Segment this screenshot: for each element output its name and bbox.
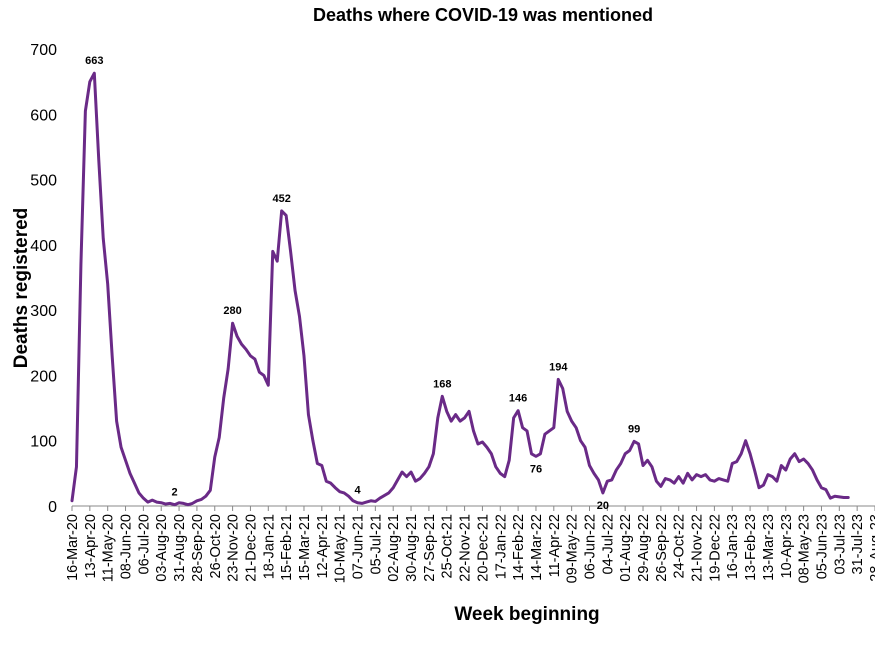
y-tick-label: 600 [30, 107, 57, 124]
y-tick-label: 0 [48, 499, 57, 516]
series-line [70, 71, 850, 507]
x-tick-label: 02-Aug-21 [386, 514, 402, 582]
data-label: 280 [223, 305, 241, 317]
data-label: 99 [628, 423, 640, 435]
x-tick-label: 01-Aug-22 [618, 514, 634, 582]
data-label: 452 [272, 193, 290, 205]
x-tick-label: 08-May-23 [797, 514, 813, 583]
x-tick-label: 08-Jun-20 [119, 514, 135, 579]
x-axis-title: Week beginning [454, 604, 599, 625]
x-tick-label: 10-Apr-23 [779, 514, 795, 578]
x-tick-label: 26-Sep-22 [654, 514, 670, 582]
x-tick-label: 11-May-20 [101, 514, 117, 582]
data-label: 4 [354, 485, 361, 497]
y-tick-label: 400 [30, 238, 57, 255]
x-tick-label: 18-Jan-21 [261, 514, 277, 579]
x-tick-label: 17-Jan-22 [493, 514, 509, 579]
x-tick-label: 19-Dec-22 [707, 514, 723, 582]
x-tick-label: 12-Apr-21 [315, 514, 331, 578]
x-tick-label: 13-Mar-23 [761, 514, 777, 581]
data-label: 2 [172, 487, 178, 499]
x-tick-label: 20-Dec-21 [475, 514, 491, 582]
x-tick-label: 13-Feb-23 [743, 514, 759, 581]
x-tick-label: 26-Oct-20 [208, 514, 224, 578]
x-tick-label: 04-Jul-22 [600, 514, 616, 574]
x-tick-label: 21-Nov-22 [690, 514, 706, 582]
data-label: 194 [549, 361, 568, 373]
x-tick-label: 31-Aug-20 [172, 514, 188, 582]
y-axis: 0 100 200 300 400 500 600 700 [30, 42, 57, 516]
x-tick-label: 11-Apr-22 [547, 514, 563, 577]
data-label: 20 [597, 500, 609, 512]
x-tick-label: 28-Aug-23 [868, 514, 875, 582]
x-tick-label: 03-Jul-23 [832, 514, 848, 574]
x-axis: 16-Mar-20 13-Apr-20 11-May-20 08-Jun-20 06-J… [65, 505, 875, 583]
x-tick-label: 09-May-22 [565, 514, 581, 583]
x-tick-label: 30-Aug-21 [404, 514, 420, 582]
x-tick-label: 29-Aug-22 [636, 514, 652, 582]
data-label: 76 [530, 463, 542, 475]
y-tick-label: 300 [30, 303, 57, 320]
x-tick-label: 05-Jul-21 [368, 514, 384, 574]
x-tick-label: 21-Dec-20 [243, 514, 259, 582]
y-tick-label: 200 [30, 368, 57, 385]
y-tick-label: 100 [30, 434, 57, 451]
y-axis-title: Deaths registered [11, 208, 32, 369]
x-tick-label: 15-Feb-21 [279, 514, 295, 581]
x-tick-label: 10-May-21 [333, 514, 349, 583]
x-tick-label: 06-Jun-22 [582, 514, 598, 579]
chart-title: Deaths where COVID-19 was mentioned [313, 5, 653, 25]
y-tick-label: 700 [30, 42, 57, 59]
series-layer [70, 71, 850, 507]
data-label: 663 [85, 55, 103, 67]
x-tick-label: 16-Jan-23 [725, 514, 741, 579]
x-tick-label: 15-Mar-21 [297, 514, 313, 581]
x-tick-label: 27-Sep-21 [422, 514, 438, 582]
x-tick-label: 31-Jul-23 [850, 514, 866, 574]
x-tick-label: 22-Nov-21 [458, 514, 474, 582]
x-tick-label: 14-Mar-22 [529, 514, 545, 581]
x-tick-label: 06-Jul-20 [136, 514, 152, 574]
data-labels-layer: 663 2 280 452 4 168 146 76 194 20 99 13 [85, 0, 875, 512]
x-tick-label: 13-Apr-20 [83, 514, 99, 578]
x-tick-label: 07-Jun-21 [351, 514, 367, 579]
data-label: 13 [864, 0, 875, 3]
x-tick-label: 03-Aug-20 [154, 514, 170, 582]
x-tick-label: 05-Jun-23 [814, 514, 830, 579]
x-tick-label: 14-Feb-22 [511, 514, 527, 581]
x-tick-label: 23-Nov-20 [226, 514, 242, 582]
y-tick-label: 500 [30, 173, 57, 190]
x-tick-label: 28-Sep-20 [190, 514, 206, 582]
x-tick-label: 25-Oct-21 [440, 514, 456, 578]
data-label: 168 [433, 378, 451, 390]
x-tick-label: 16-Mar-20 [65, 514, 81, 581]
data-label: 146 [509, 393, 527, 405]
x-tick-label: 24-Oct-22 [672, 514, 688, 578]
